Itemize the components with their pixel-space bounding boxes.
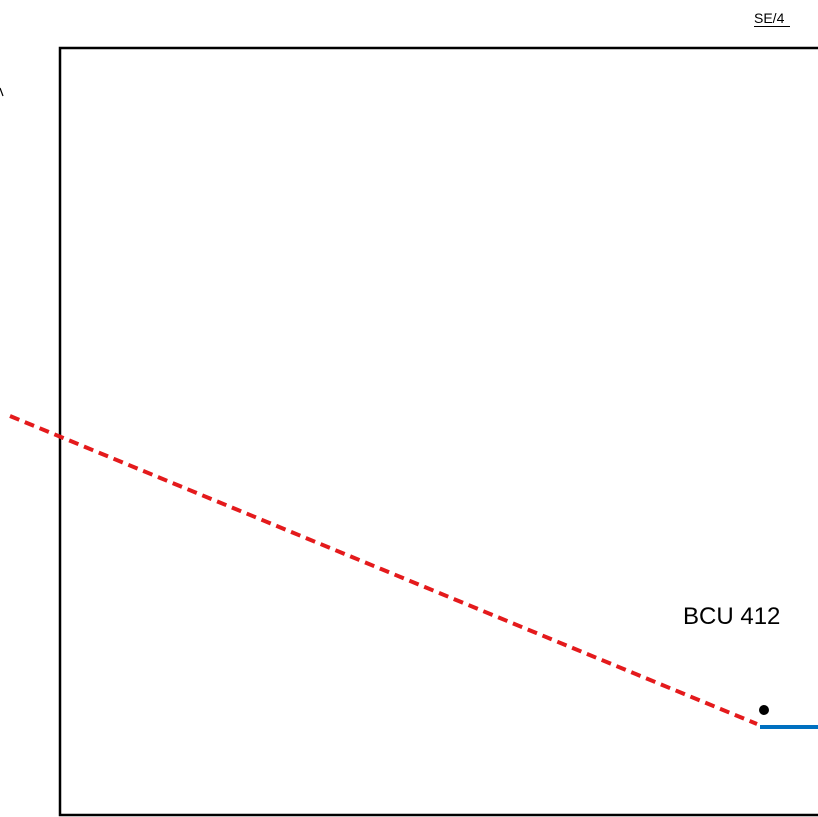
dashed-route-line bbox=[9, 414, 758, 726]
sheet-reference-label: SE/4 bbox=[754, 10, 791, 27]
junction-dot bbox=[759, 705, 769, 715]
unit-label: BCU 412 bbox=[683, 603, 781, 630]
edge-tick-mark bbox=[0, 87, 4, 97]
drawing-frame bbox=[58, 46, 818, 817]
